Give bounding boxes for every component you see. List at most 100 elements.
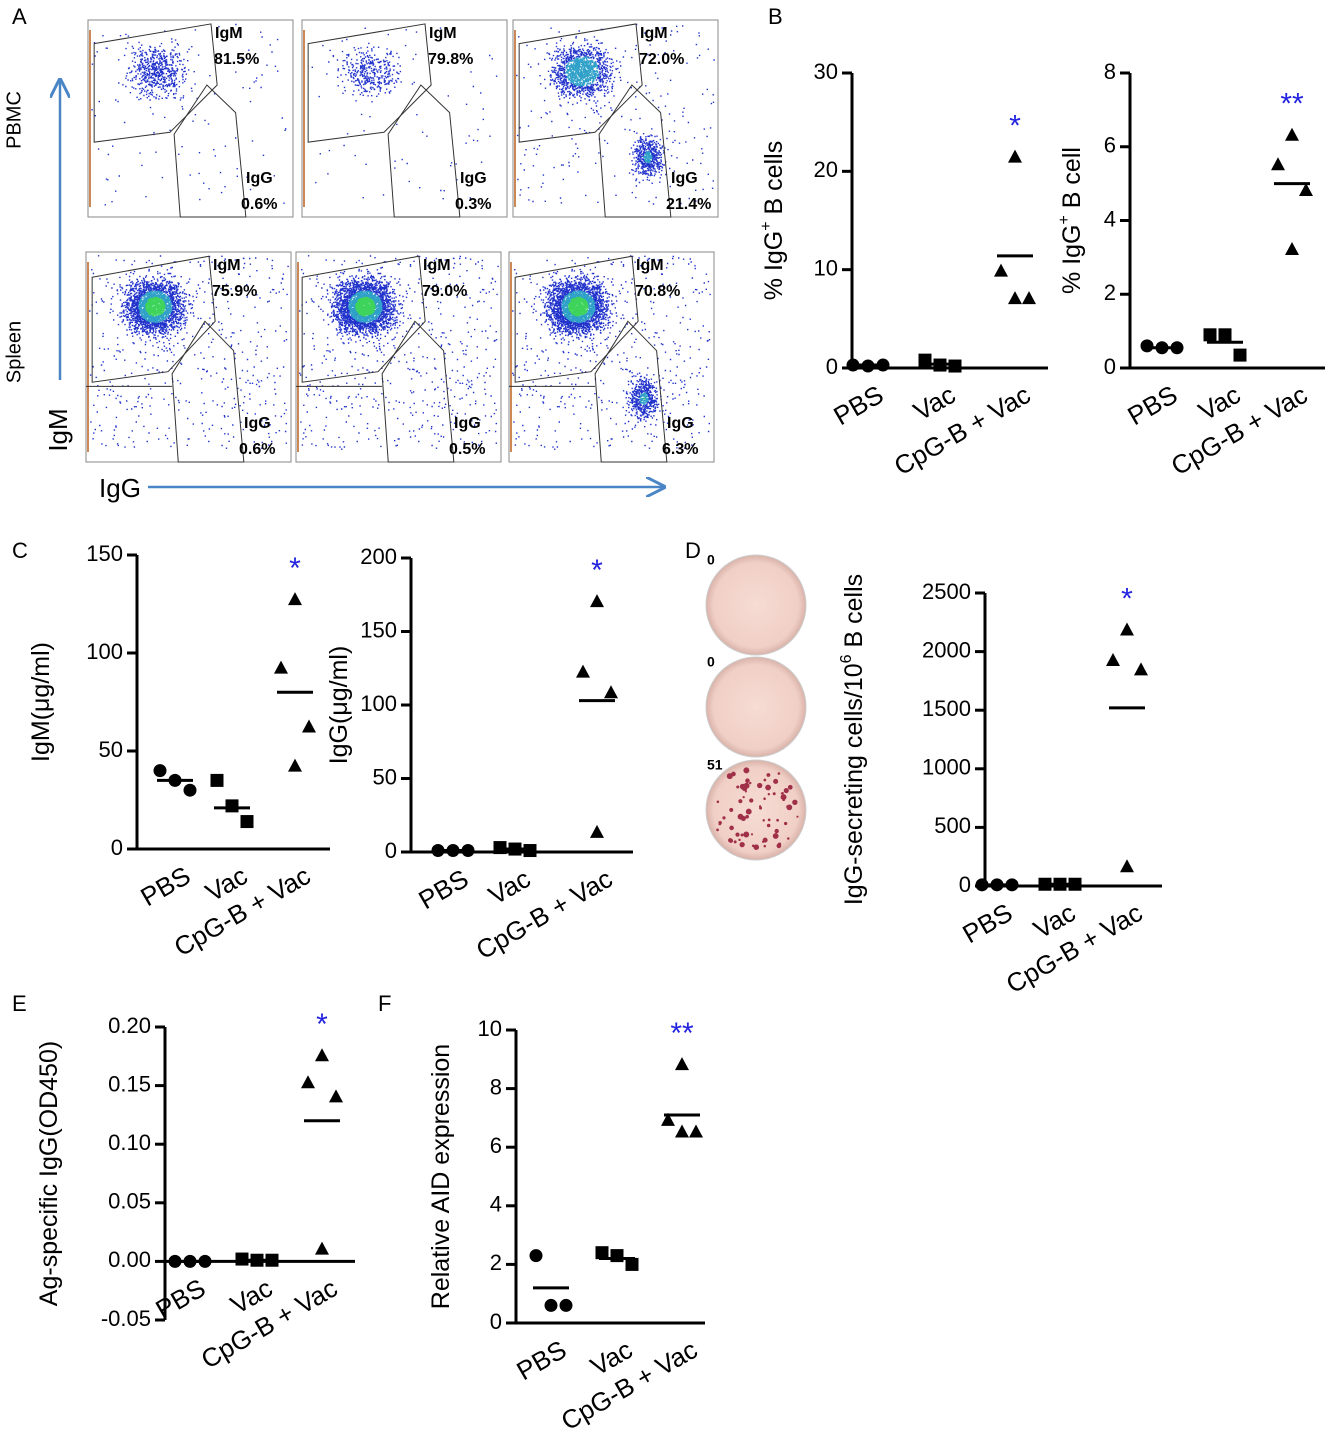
point [301,1075,315,1089]
gate [514,255,639,383]
y-tick-label: 1000 [922,755,971,780]
y-tick-label: 0 [385,838,397,863]
gate [301,255,426,383]
y-tick-label: 100 [86,639,123,664]
point [1022,291,1036,305]
events [311,27,498,200]
label-part: Ag-specific IgG(OD450) [35,1041,63,1306]
x-tick-label: PBS [957,897,1017,949]
y-tick-label: 6 [1104,133,1116,158]
x-tick-label: CpG-B + Vac [889,379,1036,481]
panel-letter: F [378,991,391,1016]
superscript: + [1056,215,1073,224]
events [561,290,649,405]
y-tick-label: 0 [111,835,123,860]
gate-label: IgG [454,415,481,432]
y-tick-label: 0.20 [108,1013,151,1038]
significance: ** [1280,88,1304,121]
y-tick-label: 100 [360,691,397,716]
well-label: 51 [707,757,723,773]
elispot-well [705,656,807,758]
axis-colorbar [514,30,516,207]
y-tick-label: -0.05 [101,1306,151,1331]
x-tick-label: PBS [135,860,195,912]
gate [171,320,245,463]
gate [594,320,668,463]
point [274,660,288,674]
well-label: 0 [707,654,715,670]
point [240,815,254,829]
axis-label: IgG [99,473,141,503]
point [675,1124,689,1138]
gate-label: IgG [460,170,487,187]
point [689,1124,703,1138]
y-tick-label: 2 [490,1250,502,1275]
significance: * [1009,109,1021,142]
y-tick-label: 0 [1104,354,1116,379]
gate-percent: 72.0% [639,51,684,68]
point [994,263,1008,277]
point [948,359,962,373]
point [315,1048,329,1062]
label-part: IgG(μg/ml) [325,646,353,765]
events [91,23,287,206]
elispot-well [705,554,807,656]
label-part: B cell [1058,147,1086,215]
axis-colorbar [303,30,305,207]
events [565,56,653,164]
y-tick-label: 0.15 [108,1071,151,1096]
panel-letter: A [12,4,27,29]
y-axis-label: IgG(μg/ml) [325,646,353,765]
gate-percent: 79.0% [422,283,467,300]
point [590,824,604,838]
gate-percent: 0.6% [241,196,277,213]
panel-letter: E [12,991,27,1016]
label-part: Relative AID expression [427,1044,455,1309]
gate-percent: 79.8% [428,51,473,68]
y-tick-label: 50 [99,737,123,762]
point [1203,328,1217,342]
events [355,296,376,317]
panel-letter: D [685,538,701,563]
point [595,1246,609,1260]
gate-percent: 21.4% [666,196,711,213]
axis-colorbar [87,262,89,452]
x-tick-label: PBS [1122,379,1182,431]
significance: ** [670,1017,694,1050]
gate [387,84,461,218]
y-tick-label: 4 [1104,206,1116,231]
point [661,1112,675,1126]
gate [518,23,643,143]
significance: * [289,552,301,585]
gate-label: IgG [667,415,694,432]
gate-percent: 70.8% [635,283,680,300]
point [210,773,224,787]
point [1285,242,1299,255]
gate-label: IgM [429,25,457,42]
y-axis-label: Relative AID expression [427,1044,455,1309]
point [1120,622,1134,636]
axis-label: IgM [43,408,73,451]
flow-plot-frame [301,19,508,218]
gate-label: IgM [213,257,241,274]
gate [598,84,672,218]
gate [93,23,218,143]
gate-percent: 0.3% [455,196,491,213]
events [145,296,166,317]
axis-colorbar [510,262,512,452]
gate [173,84,247,218]
y-tick-label: 0 [826,354,838,379]
gate-percent: 6.3% [662,441,698,458]
y-tick-label: 2500 [922,579,971,604]
y-tick-label: 6 [490,1133,502,1158]
gate-label: IgG [246,170,273,187]
point [604,685,618,699]
point [1285,127,1299,141]
y-tick-label: 1500 [922,696,971,721]
x-tick-label: PBS [150,1273,210,1325]
gate-label: IgM [215,25,243,42]
y-tick-label: 0.00 [108,1247,151,1272]
point [625,1257,639,1271]
y-tick-label: 0 [959,872,971,897]
x-tick-label: Vac [483,863,535,910]
